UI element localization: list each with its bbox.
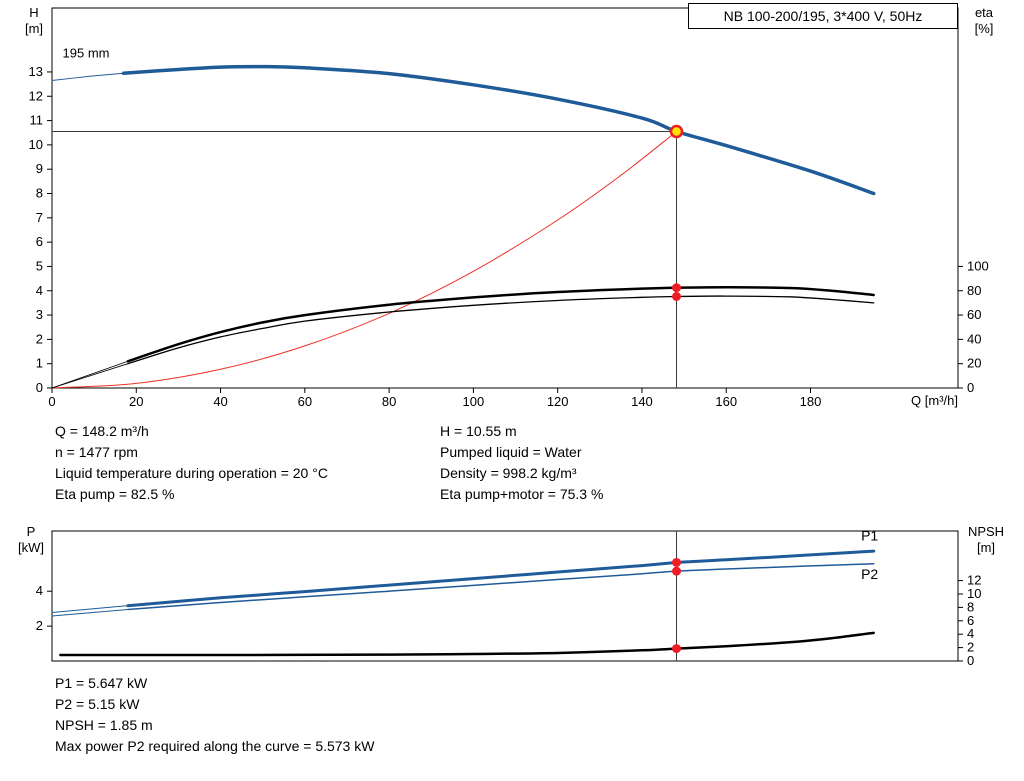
npsh-point xyxy=(672,644,682,654)
p-axis-label: P [kW] xyxy=(8,524,54,556)
x-tick-label: 80 xyxy=(382,394,396,409)
y-tick-label-left: 10 xyxy=(29,137,43,152)
y-tick-label-right: 0 xyxy=(967,380,974,395)
power-npsh-chart-border xyxy=(51,530,959,662)
eta-pump-line: Eta pump = 82.5 % xyxy=(55,486,175,502)
p1-point xyxy=(672,557,682,567)
y-tick-label-right: 10 xyxy=(967,586,981,601)
eta-pump-curve xyxy=(126,285,875,363)
y-tick-label-right: 80 xyxy=(967,283,981,298)
max-power-line: Max power P2 required along the curve = … xyxy=(55,738,375,754)
liquid-line: Pumped liquid = Water xyxy=(440,444,582,460)
x-tick-label: 40 xyxy=(213,394,227,409)
y-tick-label-left: 2 xyxy=(36,331,43,346)
x-tick-label: 20 xyxy=(129,394,143,409)
eta-pump-motor-point xyxy=(672,291,682,301)
y-tick-label-right: 4 xyxy=(967,626,974,641)
p2-line: P2 = 5.15 kW xyxy=(55,696,140,712)
y-tick-label-left: 2 xyxy=(36,618,43,633)
y-tick-label-left: 11 xyxy=(30,113,44,128)
x-tick-label: 120 xyxy=(547,394,569,409)
h-axis-label: H [m] xyxy=(12,5,56,37)
y-tick-label-left: 3 xyxy=(36,307,43,322)
y-tick-label-left: 8 xyxy=(36,186,43,201)
power-info: P1 = 5.647 kW P2 = 5.15 kW NPSH = 1.85 m… xyxy=(55,673,374,757)
h-curve-195mm xyxy=(121,64,876,196)
speed-line: n = 1477 rpm xyxy=(55,444,138,460)
y-tick-label-right: 40 xyxy=(967,331,981,346)
y-tick-label-left: 1 xyxy=(36,356,43,371)
y-tick-label-right: 0 xyxy=(967,653,974,668)
npsh-axis-symbol: NPSH xyxy=(967,524,1005,539)
y-tick-label-left: 9 xyxy=(36,161,43,176)
y-tick-label-left: 4 xyxy=(36,283,43,298)
qh-eta-chart-border xyxy=(51,7,959,389)
npsh-axis-label: NPSH [m] xyxy=(960,524,1012,556)
head-line: H = 10.55 m xyxy=(440,423,517,439)
eta-pump-point xyxy=(672,283,682,293)
eta-axis-symbol: eta xyxy=(974,5,994,20)
h-axis-unit: [m] xyxy=(24,21,44,36)
npsh-line: NPSH = 1.85 m xyxy=(55,717,153,733)
y-tick-label-right: 12 xyxy=(967,573,981,588)
x-tick-label: 60 xyxy=(298,394,312,409)
npsh-curve xyxy=(59,631,875,657)
system-curve xyxy=(51,131,677,389)
q-axis-label: Q [m³/h] xyxy=(911,393,958,408)
eta-axis-unit: [%] xyxy=(974,21,994,36)
eta-pump-motor-curve xyxy=(127,295,875,365)
x-tick-label: 180 xyxy=(800,394,822,409)
y-tick-label-left: 4 xyxy=(36,583,43,598)
p1-curve xyxy=(126,549,876,608)
x-tick-label: 160 xyxy=(715,394,737,409)
duty-point xyxy=(669,124,684,139)
y-tick-label-left: 12 xyxy=(29,88,43,103)
y-tick-label-left: 7 xyxy=(36,210,43,225)
y-tick-label-left: 5 xyxy=(36,258,43,273)
temperature-line: Liquid temperature during operation = 20… xyxy=(55,465,328,481)
density-line: Density = 998.2 kg/m³ xyxy=(440,465,577,481)
p2-label: P2 xyxy=(861,566,878,582)
y-tick-label-right: 100 xyxy=(967,258,989,273)
y-tick-label-right: 20 xyxy=(967,356,981,371)
y-tick-label-right: 2 xyxy=(967,640,974,655)
h-curve-low-flow xyxy=(51,72,125,81)
p1-line: P1 = 5.647 kW xyxy=(55,675,148,691)
flow-line: Q = 148.2 m³/h xyxy=(55,423,149,439)
y-tick-label-left: 6 xyxy=(36,234,43,249)
y-tick-label-left: 13 xyxy=(29,64,43,79)
eta-pump-motor-low-flow xyxy=(51,363,129,389)
x-tick-label: 100 xyxy=(463,394,485,409)
p-axis-unit: [kW] xyxy=(18,540,44,555)
npsh-axis-unit: [m] xyxy=(976,540,996,555)
duty-info-col1: Q = 148.2 m³/h n = 1477 rpm Liquid tempe… xyxy=(55,421,328,505)
p-axis-symbol: P xyxy=(26,524,36,539)
h-axis-symbol: H xyxy=(29,5,39,20)
duty-info-col2: H = 10.55 m Pumped liquid = Water Densit… xyxy=(440,421,603,505)
y-tick-label-right: 6 xyxy=(967,613,974,628)
eta-axis-label: eta [%] xyxy=(962,5,1006,37)
eta-pump-motor-line: Eta pump+motor = 75.3 % xyxy=(440,486,604,502)
y-tick-label-right: 8 xyxy=(967,599,974,614)
p1-label: P1 xyxy=(861,528,878,544)
p2-low-flow xyxy=(51,609,129,617)
x-tick-label: 0 xyxy=(48,394,55,409)
pump-title-box: NB 100-200/195, 3*400 V, 50Hz xyxy=(688,3,958,29)
x-tick-label: 140 xyxy=(631,394,653,409)
y-tick-label-left: 0 xyxy=(36,380,43,395)
y-tick-label-right: 60 xyxy=(967,307,981,322)
p1-low-flow xyxy=(51,605,129,613)
p2-point xyxy=(672,566,682,576)
impeller-label: 195 mm xyxy=(63,45,110,60)
p2-curve xyxy=(127,563,875,611)
